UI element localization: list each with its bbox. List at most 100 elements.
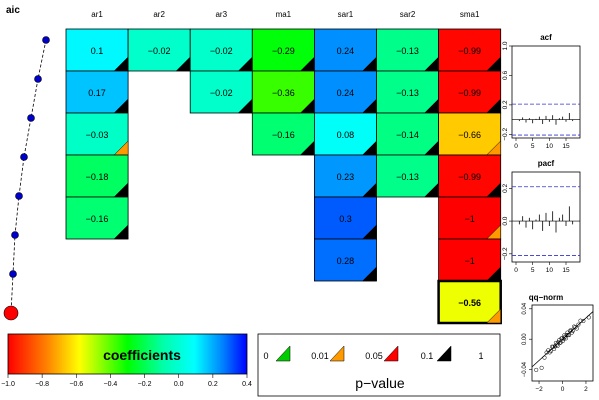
- qq-point: [578, 318, 583, 323]
- cell-background: [65, 196, 129, 240]
- heatmap-cell: 0.17: [65, 70, 129, 114]
- heatmap-cell: −0.02: [189, 28, 253, 72]
- cell-value: −0.02: [210, 88, 233, 98]
- heatmap-cell: −0.03: [65, 112, 129, 156]
- y-tick-label: 0.2: [502, 100, 509, 109]
- qq-point: [551, 344, 556, 349]
- aic-point: [27, 114, 35, 122]
- cell-background: [376, 112, 439, 156]
- y-tick-label: 0.04: [522, 302, 528, 314]
- heatmap-cell: −0.14: [376, 112, 439, 156]
- cell-background: [65, 70, 129, 114]
- heatmap-cell: −0.99: [438, 154, 502, 198]
- qq-point: [565, 330, 570, 335]
- cell-value: 0.3: [339, 214, 352, 224]
- cell-background: [313, 238, 377, 282]
- heatmap-cell: −0.56: [437, 279, 502, 325]
- cell-background: [438, 238, 502, 282]
- pvalue-swatch: [275, 345, 291, 362]
- heatmap-cell: −1: [438, 196, 502, 240]
- cell-value: −0.02: [148, 46, 171, 56]
- y-tick-label: 1.0: [502, 41, 509, 50]
- cell-value: 0.28: [337, 256, 355, 266]
- pvalue-bound: 0: [263, 351, 268, 361]
- heatmap-cell: −0.13: [376, 28, 439, 72]
- x-tick-label: −2: [535, 386, 543, 393]
- cell-background: [65, 154, 129, 198]
- cell-value: −0.66: [458, 130, 481, 140]
- heatmap-cell: 0.23: [313, 154, 377, 198]
- qq-point: [586, 315, 591, 320]
- heatmap-cell: 0.1: [65, 28, 129, 72]
- heatmap-cell: −0.13: [376, 70, 439, 114]
- pacf-title: pacf: [538, 159, 555, 168]
- aic-panel: aic: [3, 5, 50, 321]
- colorbar-tick-label: −0.4: [104, 381, 118, 388]
- column-label-ar2: ar2: [153, 10, 165, 19]
- aic-point: [34, 75, 42, 83]
- pvalue-bound: 1: [478, 351, 483, 361]
- qq-point: [546, 348, 551, 353]
- qq-point: [547, 350, 552, 355]
- heatmap-cell: −0.16: [251, 112, 315, 156]
- qq-point: [576, 322, 581, 327]
- acf-title: acf: [540, 33, 552, 42]
- column-label-ma1: ma1: [276, 10, 292, 19]
- column-label-ar1: ar1: [91, 10, 103, 19]
- colorbar: coefficients −1.0 −0.8 −0.6 −0.4 −0.2 0.0 0.2 0…: [1, 333, 252, 388]
- colorbar-tick-label: −0.2: [138, 381, 152, 388]
- aic-point: [11, 231, 19, 239]
- heatmap-cell: 0.3: [313, 196, 377, 240]
- cell-background: [127, 28, 191, 72]
- cell-background: [65, 28, 129, 72]
- x-tick-label: 5: [531, 143, 535, 150]
- x-tick-label: 0: [561, 386, 565, 393]
- qq-panel: qq−norm −2 0 2 −0.04 0.00 0.04: [522, 293, 594, 393]
- y-tick-label: 0.2: [502, 183, 509, 192]
- pvalue-marker: [486, 308, 501, 324]
- colorbar-tick-label: −0.6: [69, 381, 83, 388]
- cell-value: −0.13: [396, 46, 419, 56]
- heatmap-cell: −0.99: [438, 70, 502, 114]
- cell-value: −0.14: [396, 130, 419, 140]
- qq-title: qq−norm: [529, 293, 563, 302]
- colorbar-tick-label: −1.0: [1, 381, 15, 388]
- qq-point: [568, 328, 573, 333]
- x-tick-label: 5: [531, 267, 535, 274]
- cell-background: [189, 70, 253, 114]
- heatmap-cell: −0.29: [251, 28, 315, 72]
- cell-value: 0.17: [88, 88, 106, 98]
- heatmap-cell: −0.16: [65, 196, 129, 240]
- aic-line: [10, 39, 47, 314]
- x-tick-label: 0: [514, 143, 518, 150]
- column-label-sar2: sar2: [400, 10, 416, 19]
- aic-point: [15, 192, 23, 200]
- cell-value: −0.13: [396, 172, 419, 182]
- cell-background: [376, 154, 439, 198]
- colorbar-tick-label: 0.4: [242, 381, 252, 388]
- acf-panel: acf −0.2 0.2 0.6 1.0 0 5 10 15: [502, 33, 581, 150]
- heatmap-cell: 0.24: [313, 70, 377, 114]
- cell-background: [438, 112, 502, 156]
- aic-title: aic: [6, 5, 20, 16]
- qq-point: [567, 333, 572, 338]
- cell-value: −0.16: [86, 214, 109, 224]
- column-label-sma1: sma1: [460, 10, 480, 19]
- cell-background: [438, 28, 502, 72]
- pvalue-marker: [113, 224, 129, 240]
- pvalue-legend: 0 0.01 0.05 0.1 1 p−value: [257, 333, 501, 397]
- y-tick-label: 0.00: [522, 333, 528, 345]
- colorbar-gradient: [7, 333, 248, 375]
- cell-value: 0.24: [337, 88, 355, 98]
- column-label-sar1: sar1: [338, 10, 354, 19]
- cell-background: [437, 279, 502, 325]
- colorbar-tick-label: 0.2: [208, 381, 218, 388]
- cell-value: −0.18: [86, 172, 109, 182]
- cell-value: 0.24: [337, 46, 355, 56]
- cell-background: [251, 112, 315, 156]
- qq-point: [548, 349, 554, 354]
- aic-point: [3, 305, 19, 321]
- qq-point: [542, 355, 547, 360]
- cell-value: −0.99: [458, 46, 481, 56]
